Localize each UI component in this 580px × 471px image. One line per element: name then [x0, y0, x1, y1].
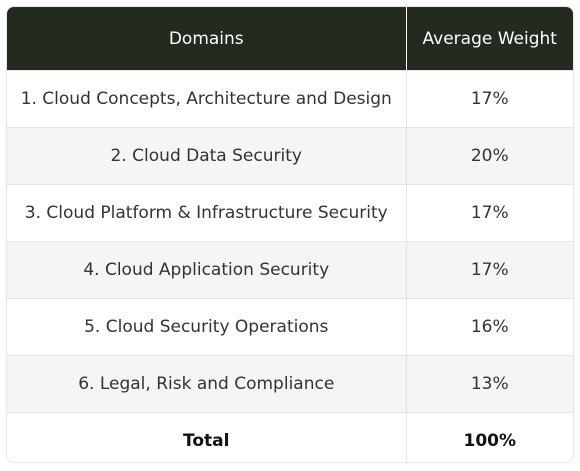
domain-cell: 4. Cloud Application Security: [7, 241, 406, 299]
domain-cell: 2. Cloud Data Security: [7, 127, 406, 185]
header-average-weight: Average Weight: [405, 7, 573, 71]
table-row: 2. Cloud Data Security 20%: [7, 127, 573, 185]
domain-weight-table-container: Domains Average Weight 1. Cloud Concepts…: [6, 6, 574, 463]
domain-weight-table: Domains Average Weight 1. Cloud Concepts…: [7, 7, 573, 462]
domain-cell: 1. Cloud Concepts, Architecture and Desi…: [7, 70, 406, 128]
table-row: 6. Legal, Risk and Compliance 13%: [7, 355, 573, 413]
weight-cell: 16%: [405, 298, 573, 356]
table-row: 5. Cloud Security Operations 16%: [7, 298, 573, 356]
total-row: Total 100%: [7, 412, 573, 462]
domain-cell: 3. Cloud Platform & Infrastructure Secur…: [7, 184, 406, 242]
weight-cell: 20%: [405, 127, 573, 185]
table-row: 4. Cloud Application Security 17%: [7, 241, 573, 299]
header-domains: Domains: [7, 7, 406, 71]
domain-cell: 5. Cloud Security Operations: [7, 298, 406, 356]
table-header: Domains Average Weight: [7, 7, 573, 71]
table-body: 1. Cloud Concepts, Architecture and Desi…: [7, 70, 573, 462]
domain-cell: 6. Legal, Risk and Compliance: [7, 355, 406, 413]
total-weight-cell: 100%: [405, 412, 573, 462]
header-row: Domains Average Weight: [7, 7, 573, 71]
weight-cell: 17%: [405, 70, 573, 128]
table-row: 3. Cloud Platform & Infrastructure Secur…: [7, 184, 573, 242]
weight-cell: 17%: [405, 184, 573, 242]
total-label-cell: Total: [7, 412, 406, 462]
weight-cell: 17%: [405, 241, 573, 299]
weight-cell: 13%: [405, 355, 573, 413]
table-row: 1. Cloud Concepts, Architecture and Desi…: [7, 70, 573, 128]
